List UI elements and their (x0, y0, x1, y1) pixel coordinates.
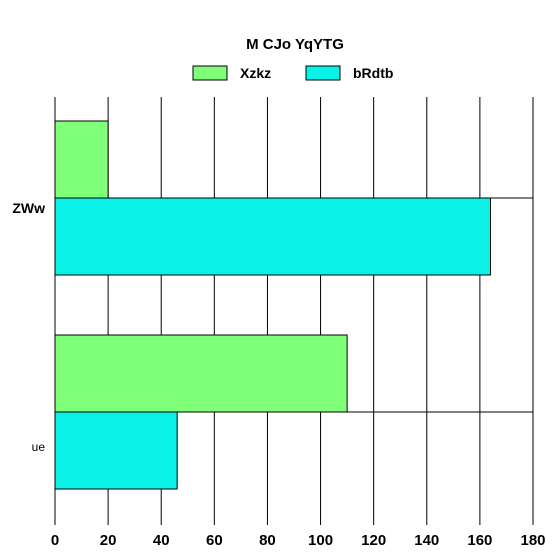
chart-title: M CJo YqYTG (246, 36, 344, 53)
legend: Xzkz bRdtb (192, 65, 393, 81)
x-tick-label-20: 20 (100, 532, 117, 549)
category-label-zww: ZWw (12, 200, 45, 216)
bar-brdtb-zww (54, 197, 492, 276)
x-tick-label-180: 180 (520, 532, 545, 549)
legend-swatch-xzkz (192, 65, 228, 81)
y-axis-categories: ZWw ue (12, 200, 45, 454)
x-tick-label-80: 80 (259, 532, 276, 549)
x-axis-ticks: 0 20 40 60 80 100 120 140 160 180 (51, 532, 546, 549)
bar-xzkz-zww (54, 120, 109, 199)
bar-brdtb-ue (54, 411, 178, 490)
x-tick-label-0: 0 (51, 532, 59, 549)
x-tick-label-100: 100 (308, 532, 333, 549)
legend-label-xzkz: Xzkz (240, 65, 271, 81)
legend-swatch-brdtb (305, 65, 341, 81)
category-label-ue: ue (32, 440, 46, 454)
x-tick-label-120: 120 (361, 532, 386, 549)
legend-label-brdtb: bRdtb (353, 65, 393, 81)
x-tick-label-60: 60 (206, 532, 223, 549)
x-tick-label-140: 140 (414, 532, 439, 549)
x-tick-label-40: 40 (153, 532, 170, 549)
bars (54, 120, 492, 490)
x-tick-label-160: 160 (467, 532, 492, 549)
bar-xzkz-ue (54, 334, 348, 413)
